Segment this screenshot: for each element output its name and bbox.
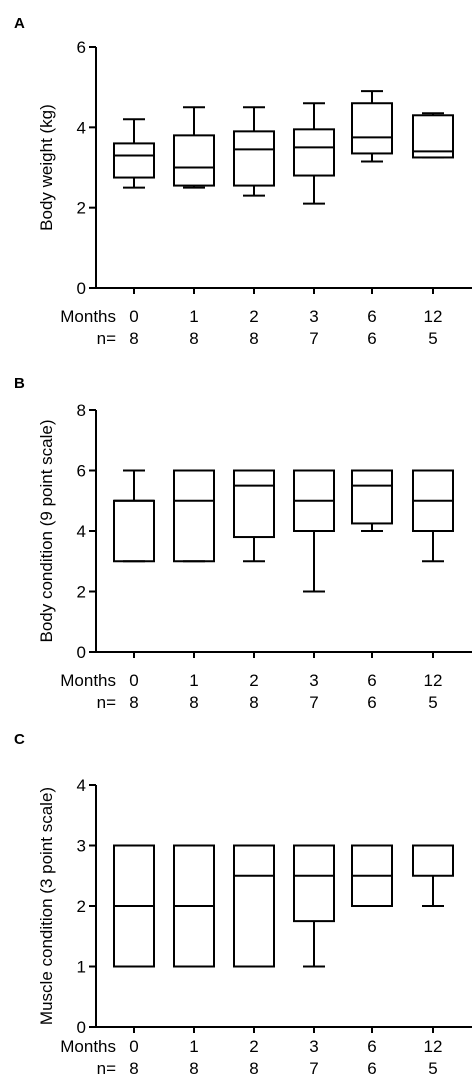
n-value-label: 8	[189, 329, 198, 348]
x-tick-label: 6	[367, 1037, 376, 1056]
box-iqr	[293, 844, 335, 923]
y-tick-label: 0	[77, 643, 86, 662]
y-tick-label: 4	[77, 522, 86, 541]
x-row-label-months: Months	[60, 1037, 116, 1056]
panel-letter: B	[14, 375, 25, 392]
n-value-label: 5	[428, 1059, 437, 1078]
x-tick-label: 12	[424, 307, 443, 326]
box-iqr	[233, 469, 275, 539]
x-tick-label: 6	[367, 671, 376, 690]
y-tick-label: 2	[77, 897, 86, 916]
x-tick-label: 6	[367, 307, 376, 326]
x-tick-label: 1	[189, 671, 198, 690]
y-tick-label: 0	[77, 279, 86, 298]
n-value-label: 8	[249, 329, 258, 348]
y-axis-label: Body weight (kg)	[37, 104, 56, 231]
x-tick-label: 2	[249, 1037, 258, 1056]
x-tick-label: 0	[129, 307, 138, 326]
x-tick-label: 0	[129, 1037, 138, 1056]
x-tick-label: 2	[249, 671, 258, 690]
x-tick-label: 0	[129, 671, 138, 690]
x-tick-label: 12	[424, 1037, 443, 1056]
y-tick-label: 2	[77, 199, 86, 218]
box-iqr	[351, 102, 393, 155]
x-tick-label: 12	[424, 671, 443, 690]
x-tick-label: 3	[309, 307, 318, 326]
n-value-label: 8	[189, 693, 198, 712]
x-row-label-months: Months	[60, 671, 116, 690]
y-tick-label: 0	[77, 1018, 86, 1037]
y-tick-label: 4	[77, 118, 86, 137]
n-value-label: 8	[129, 329, 138, 348]
y-tick-label: 6	[77, 462, 86, 481]
x-row-label-months: Months	[60, 307, 116, 326]
y-tick-label: 8	[77, 401, 86, 420]
x-tick-label: 2	[249, 307, 258, 326]
panel-letter: A	[14, 15, 25, 32]
n-value-label: 7	[309, 693, 318, 712]
n-value-label: 8	[249, 693, 258, 712]
n-value-label: 8	[129, 693, 138, 712]
n-row-label: n=	[97, 693, 116, 712]
y-tick-label: 2	[77, 583, 86, 602]
box-iqr	[233, 130, 275, 187]
n-value-label: 8	[129, 1059, 138, 1078]
box-iqr	[113, 499, 155, 563]
x-tick-label: 1	[189, 307, 198, 326]
n-value-label: 8	[249, 1059, 258, 1078]
n-value-label: 8	[189, 1059, 198, 1078]
n-value-label: 7	[309, 329, 318, 348]
n-value-label: 6	[367, 1059, 376, 1078]
box-iqr	[412, 844, 454, 877]
box-iqr	[412, 114, 454, 159]
y-tick-label: 6	[77, 38, 86, 57]
n-value-label: 5	[428, 329, 437, 348]
y-tick-label: 3	[77, 837, 86, 856]
x-tick-label: 1	[189, 1037, 198, 1056]
box-iqr	[173, 469, 215, 563]
n-value-label: 6	[367, 693, 376, 712]
box-iqr	[233, 844, 275, 968]
y-tick-label: 4	[77, 776, 86, 795]
x-tick-label: 3	[309, 671, 318, 690]
n-row-label: n=	[97, 1059, 116, 1078]
n-row-label: n=	[97, 329, 116, 348]
x-tick-label: 3	[309, 1037, 318, 1056]
box-iqr	[293, 128, 335, 177]
box-iqr	[351, 469, 393, 525]
panel-letter: C	[14, 731, 25, 748]
box-iqr	[113, 142, 155, 179]
y-axis-label: Body condition (9 point scale)	[37, 419, 56, 642]
y-tick-label: 1	[77, 958, 86, 977]
box-iqr	[173, 134, 215, 187]
n-value-label: 7	[309, 1059, 318, 1078]
n-value-label: 6	[367, 329, 376, 348]
y-axis-label: Muscle condition (3 point scale)	[37, 787, 56, 1025]
n-value-label: 5	[428, 693, 437, 712]
